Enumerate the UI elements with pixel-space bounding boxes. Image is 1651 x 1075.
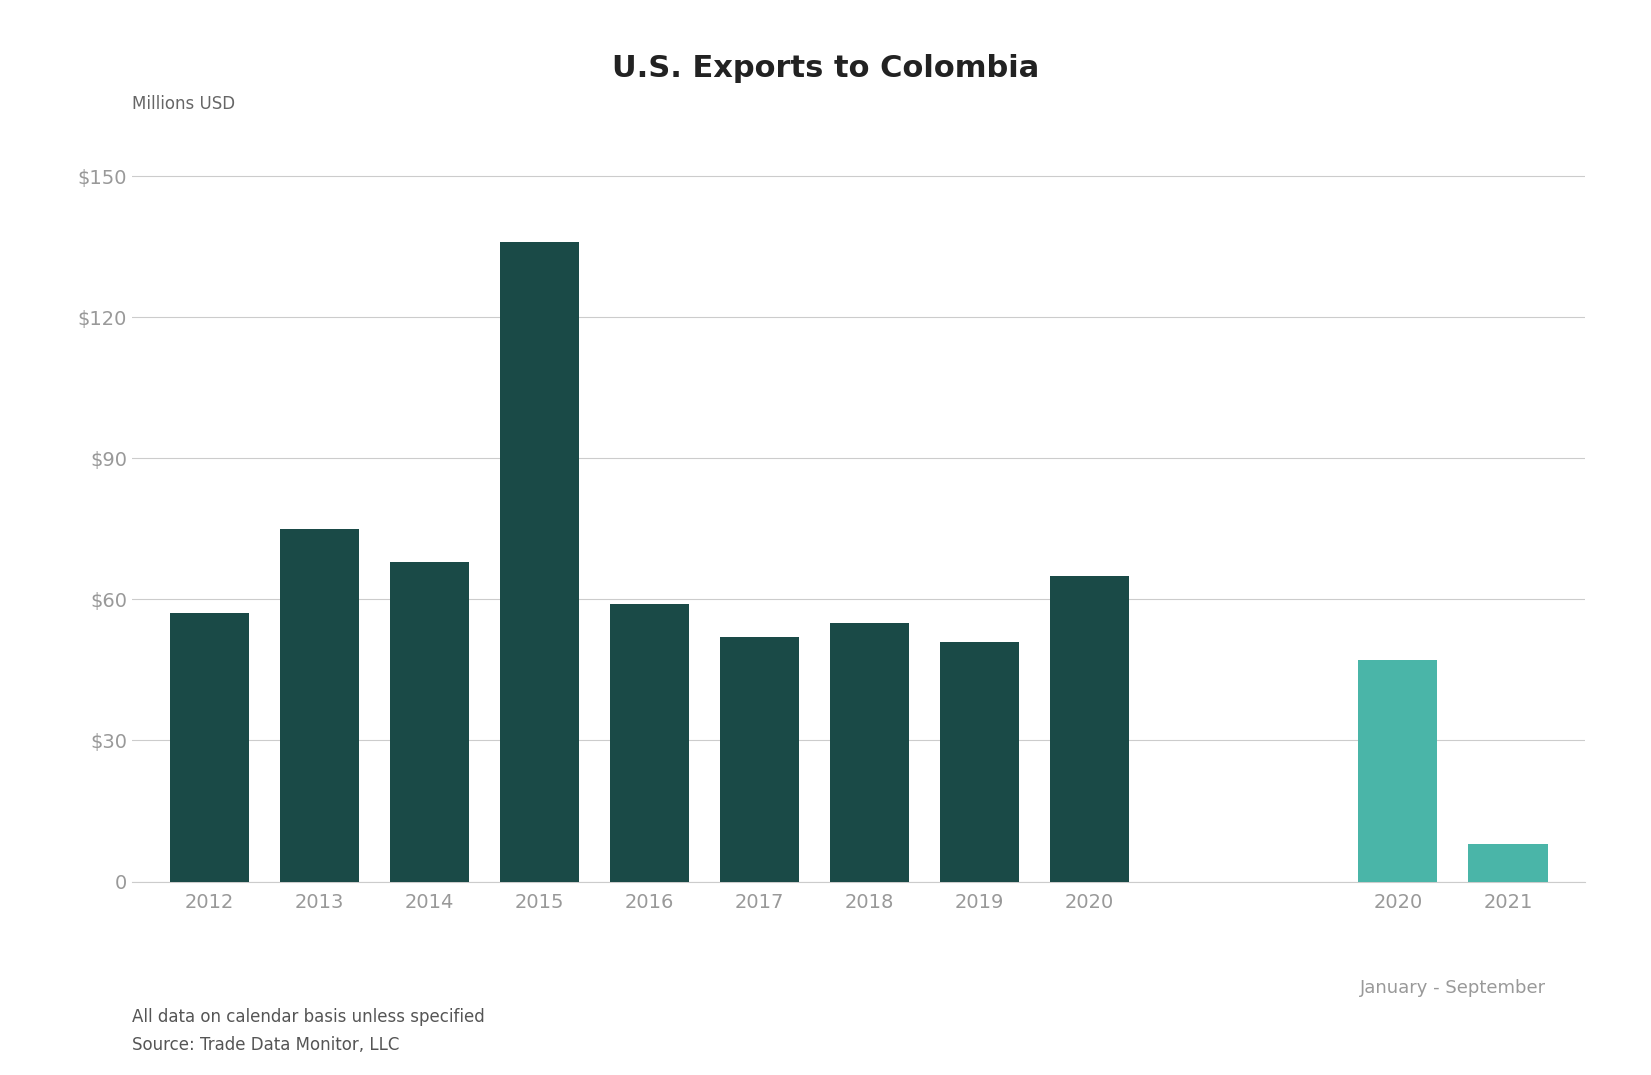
Text: Millions USD: Millions USD	[132, 95, 234, 113]
Bar	[1468, 844, 1547, 881]
Text: All data on calendar basis unless specified
Source: Trade Data Monitor, LLC: All data on calendar basis unless specif…	[132, 1007, 485, 1054]
Bar	[720, 636, 799, 882]
Bar	[500, 242, 580, 882]
Bar	[939, 642, 1019, 882]
Bar	[390, 561, 469, 881]
Bar	[1359, 660, 1438, 881]
Text: January - September: January - September	[1360, 979, 1545, 998]
Bar	[279, 529, 358, 882]
Bar	[609, 604, 688, 882]
Bar	[1050, 576, 1129, 882]
Text: U.S. Exports to Colombia: U.S. Exports to Colombia	[613, 54, 1038, 83]
Bar	[830, 622, 910, 882]
Bar	[170, 614, 249, 882]
